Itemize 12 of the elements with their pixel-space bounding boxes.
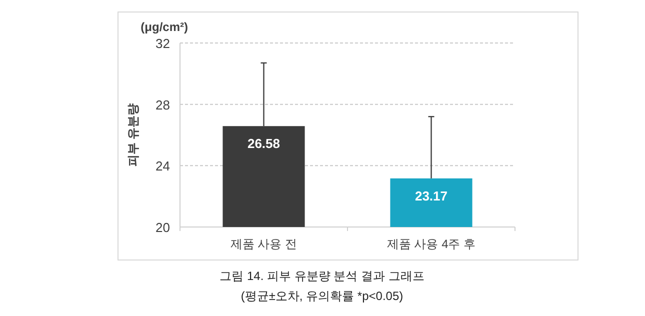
x-tick-label: 제품 사용 4주 후 <box>386 237 476 251</box>
text: (μg/cm²) <box>140 20 188 34</box>
y-tick-label: 24 <box>156 158 170 174</box>
data-label: 26.58 <box>247 136 280 152</box>
y-tick-label: 20 <box>156 220 170 235</box>
text: (평균±오차, 유의확률 *p<0.05) <box>240 289 404 303</box>
x-tick-label: 제품 사용 전 <box>230 237 298 251</box>
y-tick-label: 32 <box>156 36 170 51</box>
y-tick-label: 28 <box>156 97 170 112</box>
y-axis-title: 피부 유분량 <box>126 103 140 167</box>
text: 그림 14. 피부 유분량 분석 결과 그래프 <box>220 269 424 283</box>
data-label: 23.17 <box>414 188 448 204</box>
